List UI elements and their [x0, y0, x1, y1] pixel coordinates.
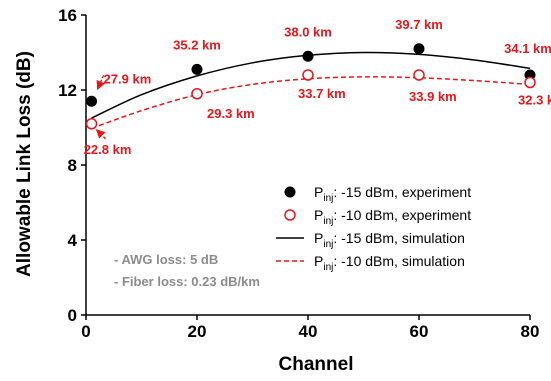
data-label: 34.1 km	[504, 41, 551, 56]
data-point-1	[85, 118, 98, 130]
x-tick-label: 0	[81, 322, 90, 341]
data-label: 29.3 km	[207, 106, 255, 121]
data-point-0	[302, 50, 314, 62]
x-tick-label: 80	[521, 322, 540, 341]
note-text: - Fiber loss: 0.23 dB/km	[114, 274, 260, 289]
data-label: 38.0 km	[284, 24, 332, 39]
data-label: 39.7 km	[395, 17, 443, 32]
data-labels: 27.9 km 35.2 km 38.0 km 39.7 km 34.1 km 22.8 …	[84, 17, 551, 157]
legend-label: Pinj: -10 dBm, simulation	[314, 253, 465, 273]
x-axis-title: Channel	[279, 354, 354, 375]
data-label: 27.9 km	[104, 71, 152, 86]
legend-label: Pinj: -15 dBm, experiment	[314, 184, 471, 204]
series-line-3	[91, 76, 531, 130]
legend: Pinj: -15 dBm, experiment Pinj: -10 dBm, …	[276, 184, 471, 273]
axes: 0 4 8 12 16 0 20 40 60 80	[58, 6, 539, 341]
notes: - AWG loss: 5 dB - Fiber loss: 0.23 dB/km	[114, 252, 260, 289]
data-label: 33.7 km	[298, 86, 346, 101]
note-text: - AWG loss: 5 dB	[114, 252, 218, 267]
arrow-22-8	[95, 129, 107, 140]
legend-label: Pinj: -15 dBm, simulation	[314, 230, 465, 250]
x-tick-label: 40	[299, 322, 318, 341]
x-tick-label: 20	[188, 322, 207, 341]
data-point-0	[413, 43, 425, 55]
y-tick-label: 0	[68, 306, 77, 325]
data-point-0	[86, 95, 98, 107]
data-point-1	[413, 69, 425, 81]
data-point-1	[191, 88, 203, 100]
y-tick-label: 4	[68, 231, 78, 250]
y-tick-label: 12	[58, 81, 77, 100]
series-layer	[85, 43, 536, 130]
data-label: 35.2 km	[173, 37, 221, 52]
arrow-27-9	[96, 74, 105, 91]
x-tick-label: 60	[410, 322, 429, 341]
data-point-1	[302, 69, 314, 81]
y-tick-label: 16	[58, 6, 77, 25]
legend-marker-open	[284, 209, 296, 221]
data-label: 32.3 km	[518, 93, 551, 108]
legend-marker-filled	[284, 186, 296, 198]
y-tick-label: 8	[68, 156, 77, 175]
data-label: 22.8 km	[84, 142, 132, 157]
y-axis-title: Allowable Link Loss (dB)	[14, 51, 35, 277]
legend-label: Pinj: -10 dBm, experiment	[314, 207, 471, 227]
data-point-0	[191, 63, 203, 75]
data-point-1	[524, 76, 536, 89]
data-label: 33.9 km	[409, 89, 457, 104]
